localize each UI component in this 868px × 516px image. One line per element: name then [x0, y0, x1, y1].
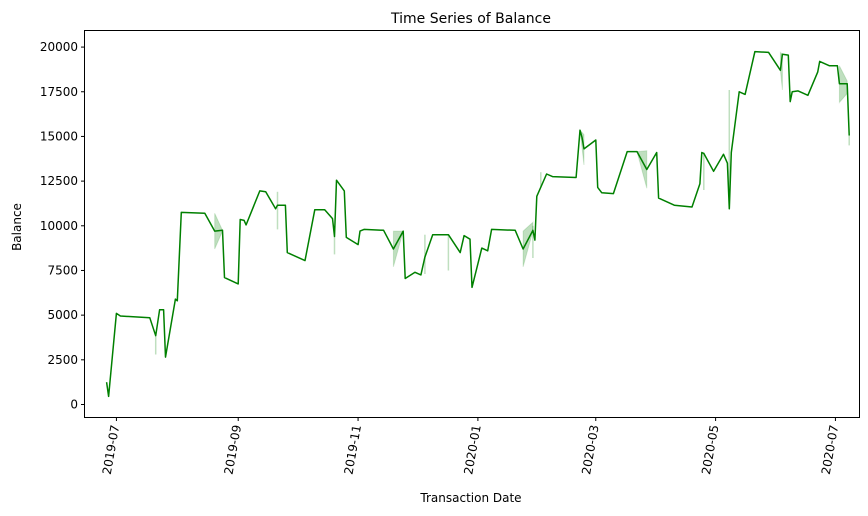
y-tick-label: 7500: [47, 263, 78, 277]
confidence-band-2: [392, 230, 404, 268]
x-tick-label: 2019-11: [341, 424, 363, 476]
y-tick-label: 5000: [47, 308, 78, 322]
chart-title: Time Series of Balance: [390, 11, 551, 27]
x-tick-label: 2019-07: [100, 424, 122, 476]
x-tick-label: 2019-09: [222, 424, 244, 476]
y-tick-label: 20000: [40, 40, 78, 54]
y-tick-label: 2500: [47, 353, 78, 367]
y-tick-label: 0: [70, 397, 78, 411]
confidence-band-5: [636, 150, 648, 189]
x-tick-label: 2020-03: [579, 424, 601, 476]
confidence-band-3: [522, 221, 534, 268]
confidence-bands: [154, 51, 850, 355]
y-axis-label: Balance: [10, 203, 24, 251]
y-tick-label: 17500: [40, 85, 78, 99]
x-tick-label: 2020-07: [819, 424, 841, 476]
y-tick-label: 12500: [40, 174, 78, 188]
x-axis-ticks: 2019-07 2019-09 2019-11 2020-01 2020-03 2020-…: [100, 417, 841, 476]
x-tick-label: 2020-01: [461, 424, 483, 476]
balance-series-line: [105, 50, 850, 398]
y-tick-label: 15000: [40, 129, 78, 143]
x-axis-label: Transaction Date: [419, 491, 521, 505]
x-tick-label: 2020-05: [699, 424, 721, 476]
plot-frame: [84, 30, 860, 418]
y-tick-label: 10000: [40, 219, 78, 233]
y-axis-ticks: 0 2500 5000 7500 10000 12500 15000 17500 20000: [40, 40, 85, 411]
series-line-layer: [105, 50, 850, 398]
